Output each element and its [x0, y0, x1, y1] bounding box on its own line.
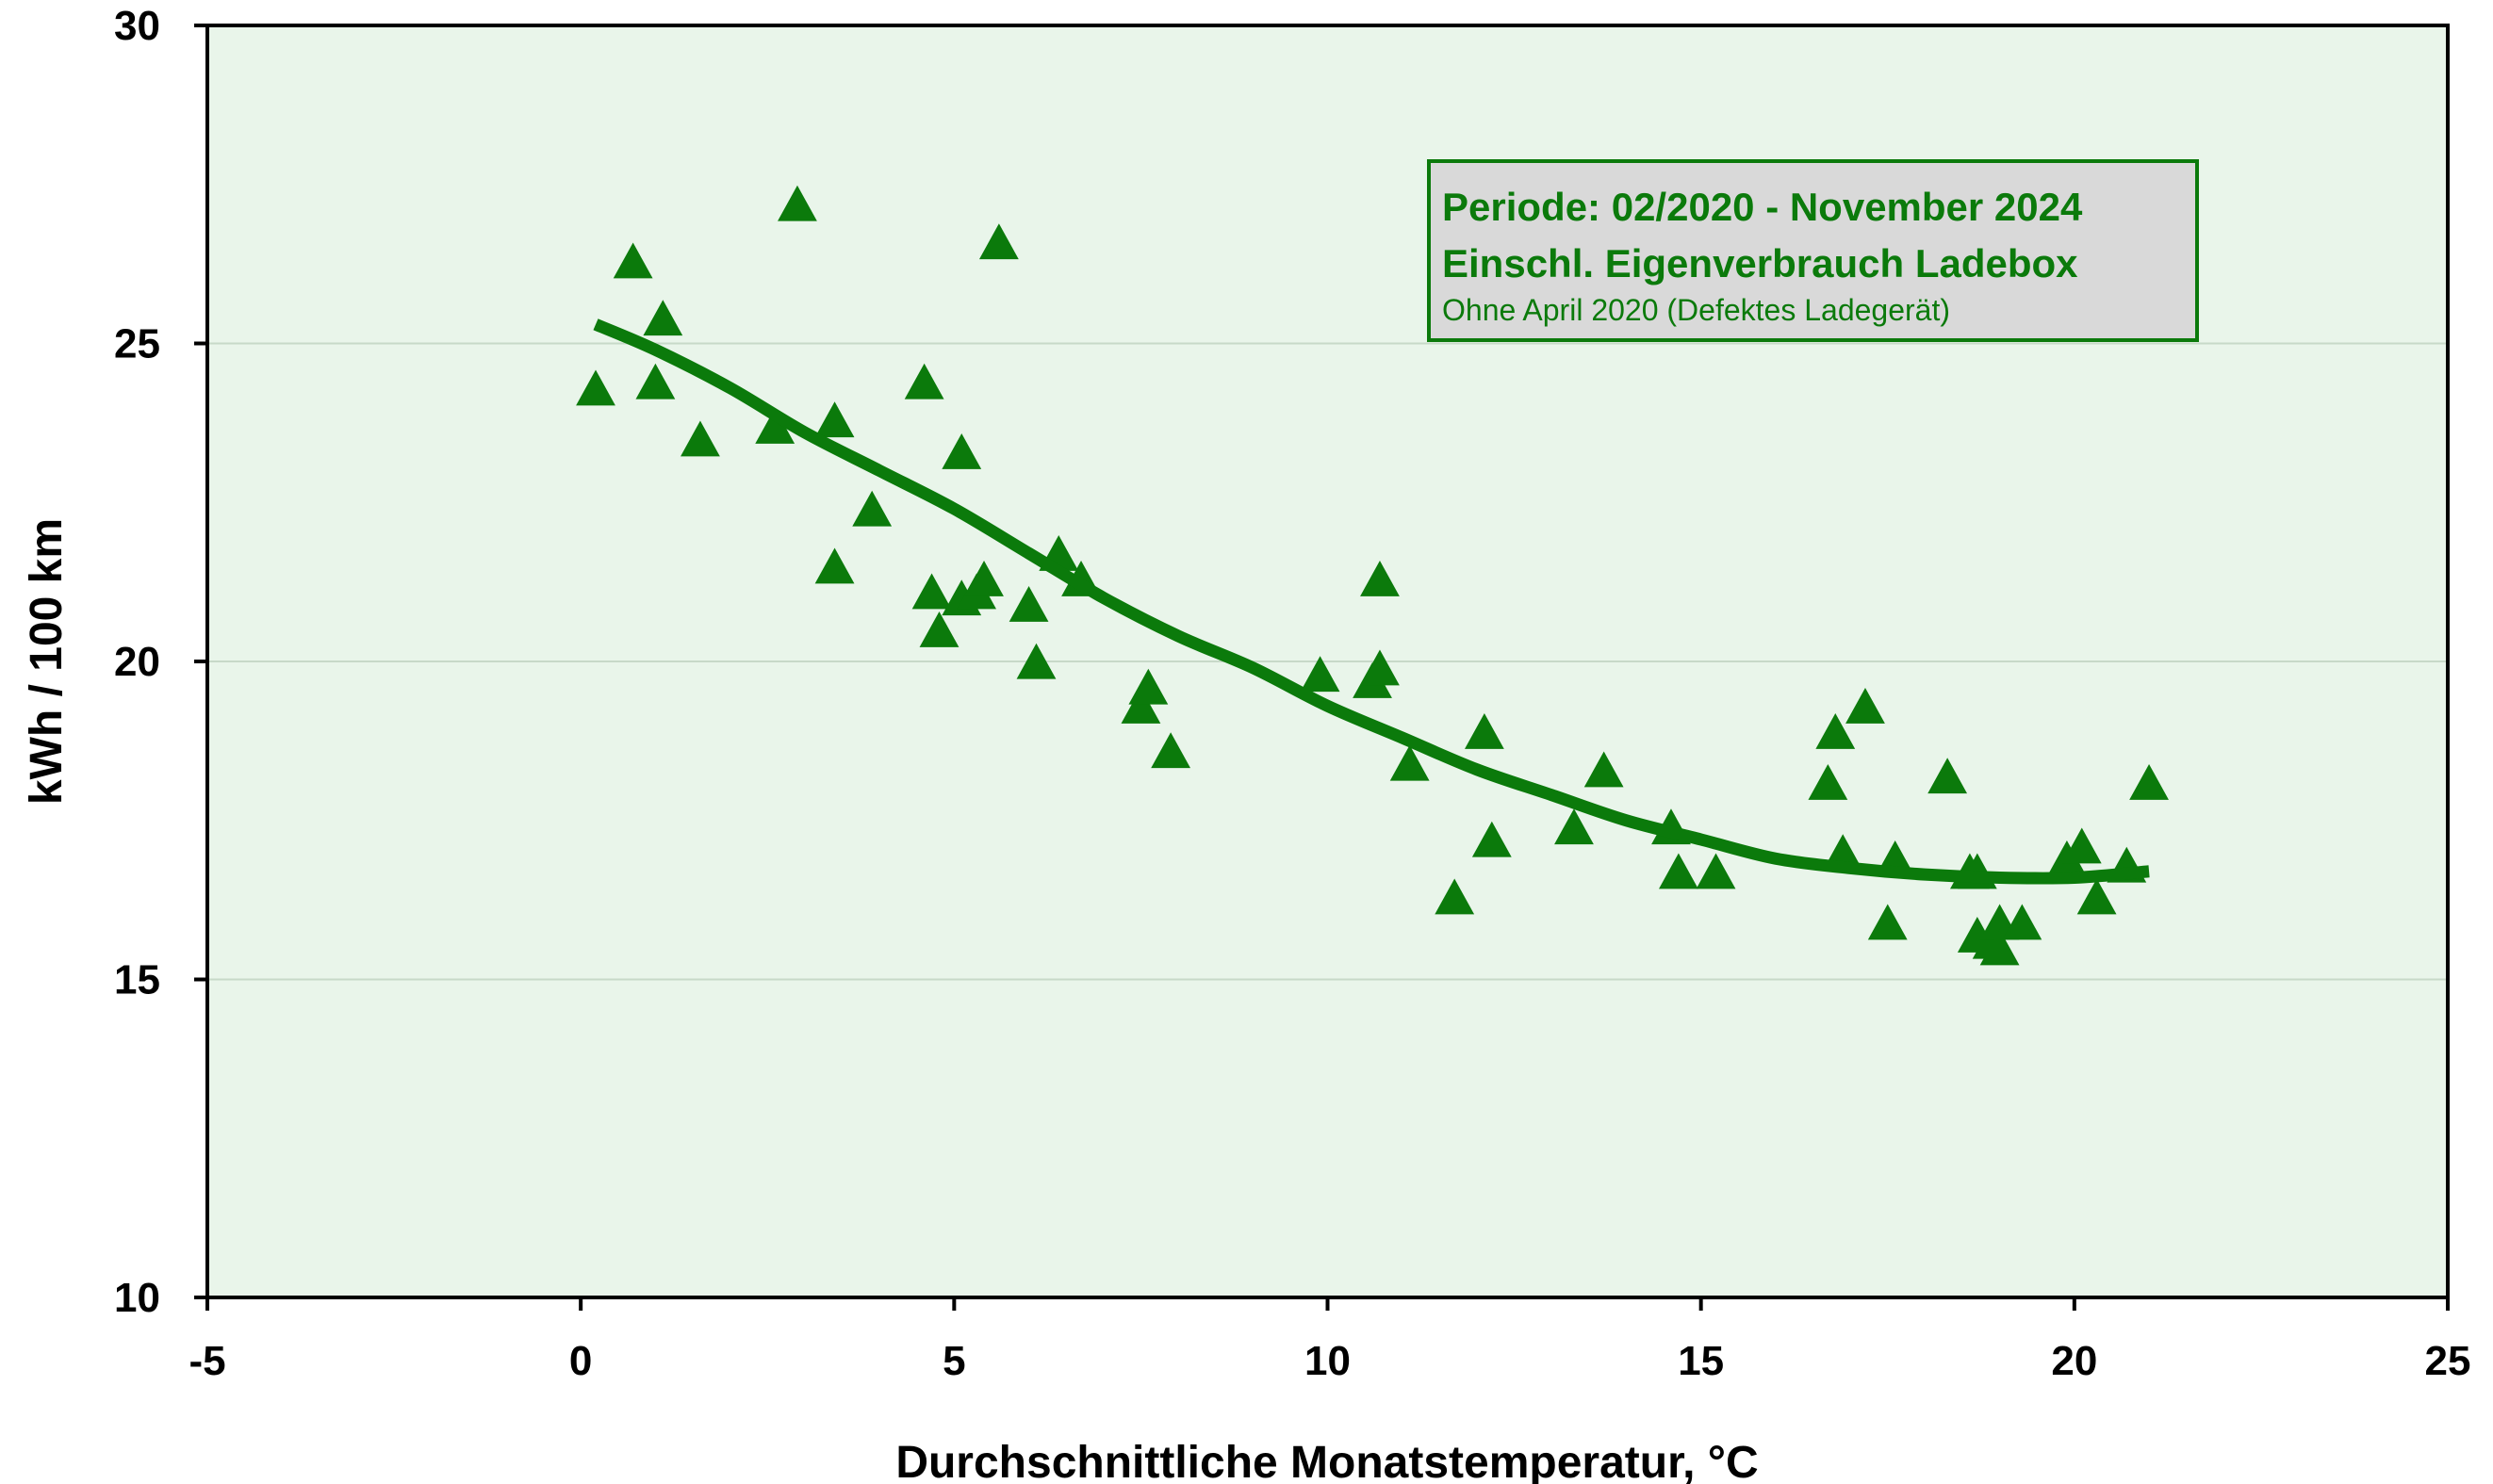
data-point	[964, 561, 1004, 596]
annotation-scope: Einschl. Eigenverbrauch Ladebox	[1442, 241, 2078, 285]
data-point	[1658, 853, 1698, 889]
data-point	[1128, 668, 1169, 705]
data-point	[942, 433, 982, 469]
plot-frame	[205, 24, 2450, 1299]
data-point	[643, 300, 683, 336]
trend-line	[593, 318, 2150, 885]
y-tick-label: 30	[114, 3, 160, 49]
data-point	[1016, 643, 1057, 679]
y-axis-title: kWh / 100 km	[22, 518, 72, 805]
data-point	[576, 369, 615, 406]
data-point	[635, 363, 676, 400]
data-point	[2129, 764, 2169, 800]
data-point	[1554, 808, 1594, 845]
data-point	[1009, 586, 1049, 622]
data-point	[1389, 744, 1430, 781]
data-point	[1867, 904, 1908, 940]
data-points	[576, 185, 2169, 966]
y-tick-label: 20	[114, 639, 160, 685]
annotation-note: Ohne April 2020 (Defektes Ladegerät)	[1442, 293, 1950, 327]
x-tick-label: 0	[569, 1338, 592, 1384]
data-point	[1815, 713, 1856, 749]
x-tick-label: 5	[943, 1338, 965, 1384]
data-point	[1121, 688, 1161, 724]
x-tick-label: 25	[2425, 1338, 2471, 1384]
x-axis-ticks: -5 0 5 10 15 20 25	[189, 1297, 2470, 1384]
y-axis-ticks: 10 15 20 25 30	[114, 3, 207, 1321]
data-point	[1360, 561, 1400, 596]
data-point	[1300, 656, 1340, 693]
annotation-box: Periode: 02/2020 - November 2024 Einschl…	[1427, 159, 2199, 342]
data-point	[814, 547, 855, 584]
x-tick-label: 15	[1678, 1338, 1724, 1384]
data-point	[814, 401, 855, 438]
data-point	[852, 490, 893, 527]
x-tick-label: 10	[1304, 1338, 1351, 1384]
data-point	[1845, 688, 1885, 724]
data-point	[1927, 758, 1968, 794]
data-point	[778, 185, 817, 221]
y-tick-label: 25	[114, 321, 160, 367]
data-point	[904, 363, 944, 400]
data-point	[1979, 929, 2020, 966]
data-point	[978, 223, 1019, 260]
data-point	[1464, 713, 1504, 749]
x-axis-title: Durchschnittliche Monatstemperatur, °C	[895, 1438, 1758, 1484]
data-point	[911, 573, 952, 610]
y-tick-label: 10	[114, 1275, 160, 1321]
data-point	[1696, 853, 1736, 889]
x-tick-label: -5	[189, 1338, 225, 1384]
annotation-period: Periode: 02/2020 - November 2024	[1442, 185, 2083, 229]
data-point	[1151, 732, 1191, 769]
data-point	[919, 612, 959, 647]
data-point	[681, 420, 720, 457]
data-point	[1435, 878, 1475, 915]
gridlines	[207, 342, 2448, 981]
annotation-background	[1427, 159, 2199, 342]
data-point	[755, 408, 795, 444]
data-point	[2061, 827, 2102, 864]
data-point	[2002, 904, 2042, 940]
data-point	[1471, 821, 1512, 857]
data-point	[1808, 764, 1848, 800]
data-point	[1583, 751, 1624, 788]
data-point	[613, 242, 653, 279]
data-point	[1360, 649, 1400, 686]
x-tick-label: 20	[2051, 1338, 2097, 1384]
data-point	[2076, 878, 2117, 915]
y-tick-label: 15	[114, 957, 160, 1003]
